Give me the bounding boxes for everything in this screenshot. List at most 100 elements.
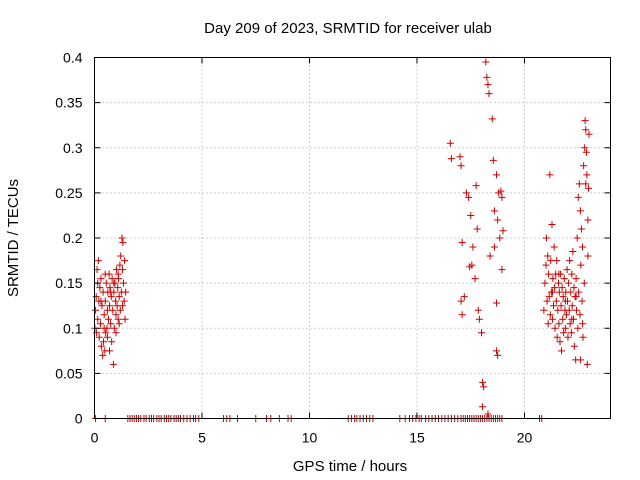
data-point [499, 227, 507, 235]
data-point [120, 279, 128, 287]
data-point [573, 234, 581, 242]
data-point [106, 284, 114, 292]
data-point [547, 257, 555, 265]
data-point [579, 333, 587, 341]
data-point [489, 156, 497, 164]
data-point [498, 193, 506, 201]
data-point [112, 297, 120, 305]
data-point [109, 360, 117, 368]
data-point [98, 302, 106, 310]
data-point [115, 293, 123, 301]
data-point [471, 275, 479, 283]
data-point [548, 315, 556, 323]
data-point [575, 288, 583, 296]
data-point [567, 288, 575, 296]
x-tick-label: 15 [409, 430, 425, 446]
data-point [552, 297, 560, 305]
data-point [580, 279, 588, 287]
data-point [568, 270, 576, 278]
data-point [493, 299, 501, 307]
data-point [115, 320, 123, 328]
data-point [585, 184, 593, 192]
data-point [564, 333, 572, 341]
data-point [561, 324, 569, 332]
data-point [497, 187, 505, 195]
data-point [475, 315, 483, 323]
data-point [106, 347, 114, 355]
data-point [553, 333, 561, 341]
data-point [559, 293, 567, 301]
data-point [581, 144, 589, 152]
y-tick-label: 0.2 [63, 230, 83, 246]
data-point [102, 279, 110, 287]
y-tick-label: 0.4 [63, 50, 83, 66]
data-point [114, 315, 122, 323]
data-point [94, 315, 102, 323]
data-point [116, 261, 124, 269]
data-point [550, 243, 558, 251]
x-tick-label: 20 [517, 430, 533, 446]
data-point [579, 243, 587, 251]
data-point [550, 302, 558, 310]
data-point [468, 261, 476, 269]
data-point [546, 311, 554, 319]
data-point [121, 257, 129, 265]
data-point [583, 171, 591, 179]
data-point [473, 225, 481, 233]
data-point [97, 297, 105, 305]
data-point [549, 275, 557, 283]
data-point [107, 320, 115, 328]
data-point [574, 324, 582, 332]
data-point [493, 171, 501, 179]
data-point [548, 220, 556, 228]
data-point [96, 284, 104, 292]
data-point [474, 306, 482, 314]
data-point [544, 320, 552, 328]
data-point [110, 324, 118, 332]
axis-ticks [94, 57, 611, 419]
data-point [496, 234, 504, 242]
data-point [97, 275, 105, 283]
data-point [457, 162, 465, 170]
data-point [556, 338, 564, 346]
y-tick-labels: 0 0.05 0.1 0.15 0.2 0.25 0.3 0.35 0.4 [55, 50, 82, 427]
data-point [555, 288, 563, 296]
data-point [116, 306, 124, 314]
data-point [541, 279, 549, 287]
data-point [574, 193, 582, 201]
chart-title: Day 209 of 2023, SRMTID for receiver ula… [204, 20, 492, 37]
data-point [465, 193, 473, 201]
data-point [108, 338, 116, 346]
data-point [540, 306, 548, 314]
data-point [585, 130, 593, 138]
data-point [562, 311, 570, 319]
data-point [576, 356, 584, 364]
data-point [551, 284, 559, 292]
data-point [458, 239, 466, 247]
data-point [490, 207, 498, 215]
data-point [106, 302, 114, 310]
data-point [478, 329, 485, 337]
x-axis-label: GPS time / hours [293, 458, 407, 475]
data-point [568, 315, 576, 323]
data-point [109, 306, 117, 314]
data-point [494, 351, 502, 359]
y-tick-label: 0.25 [55, 185, 82, 201]
data-point [104, 315, 112, 323]
x-tick-labels: 0 5 10 15 20 [91, 430, 533, 446]
data-point [546, 171, 554, 179]
data-point [112, 266, 120, 274]
data-point [560, 275, 568, 283]
data-point [545, 270, 553, 278]
data-point [490, 243, 498, 251]
data-point [117, 252, 125, 260]
data-point [457, 297, 465, 305]
data-point [486, 252, 494, 260]
data-point [563, 266, 571, 274]
data-point [462, 189, 470, 197]
data-point [114, 270, 122, 278]
data-point [560, 329, 568, 337]
data-point [120, 297, 128, 305]
data-point [118, 302, 126, 310]
